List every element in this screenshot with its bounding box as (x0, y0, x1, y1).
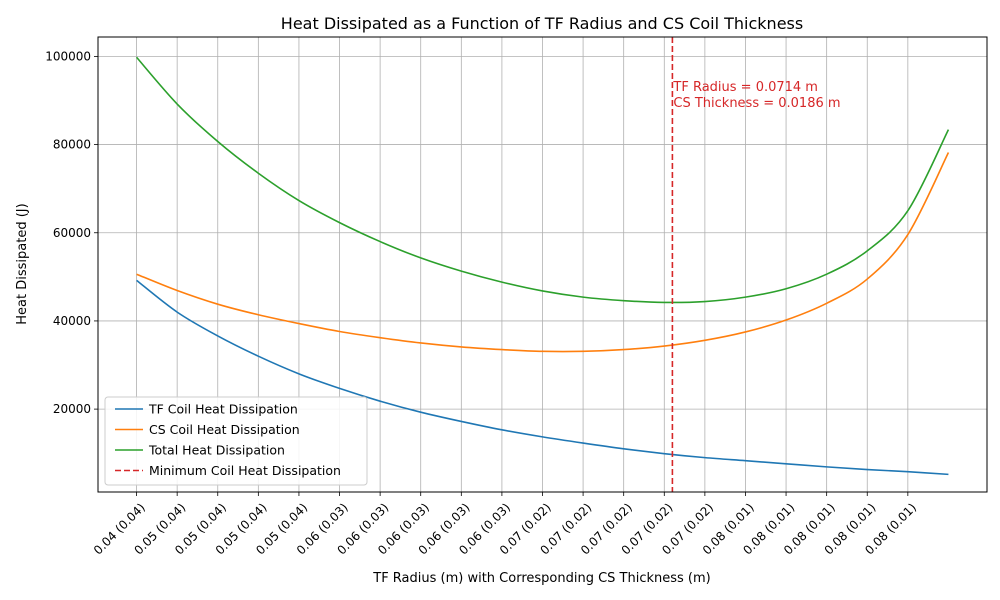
legend: TF Coil Heat Dissipation CS Coil Heat Dis… (104, 396, 368, 486)
y-tick-label: 60000 (53, 226, 91, 240)
legend-label: TF Coil Heat Dissipation (148, 402, 298, 417)
minimum-annotation-line: CS Thickness = 0.0186 m (673, 96, 840, 111)
y-tick-label: 20000 (53, 402, 91, 416)
series-line-cs-coil-heat-dissipation (136, 152, 950, 353)
marker-layer: TF Radius = 0.0714 mCS Thickness = 0.018… (671, 37, 841, 492)
x-axis-label: TF Radius (m) with Corresponding CS Thic… (372, 571, 711, 586)
series-line-tf-coil-heat-dissipation (136, 279, 949, 476)
series-layer (135, 56, 950, 476)
series-line-total-heat-dissipation (135, 56, 950, 304)
chart-title: Heat Dissipated as a Function of TF Radi… (281, 14, 803, 33)
grid-layer (98, 37, 987, 492)
legend-label: Total Heat Dissipation (148, 443, 285, 458)
y-tick-label: 100000 (45, 49, 91, 63)
y-axis-label: Heat Dissipated (J) (15, 203, 30, 324)
y-tick-label: 40000 (53, 314, 91, 328)
y-axis-ticks: 20000 40000 60000 80000 100000 (45, 49, 98, 416)
legend-label: CS Coil Heat Dissipation (149, 422, 300, 437)
legend-label: Minimum Coil Heat Dissipation (149, 463, 341, 478)
legend-box (104, 396, 368, 486)
y-tick-label: 80000 (53, 138, 91, 152)
minimum-annotation-line: TF Radius = 0.0714 m (672, 80, 818, 95)
